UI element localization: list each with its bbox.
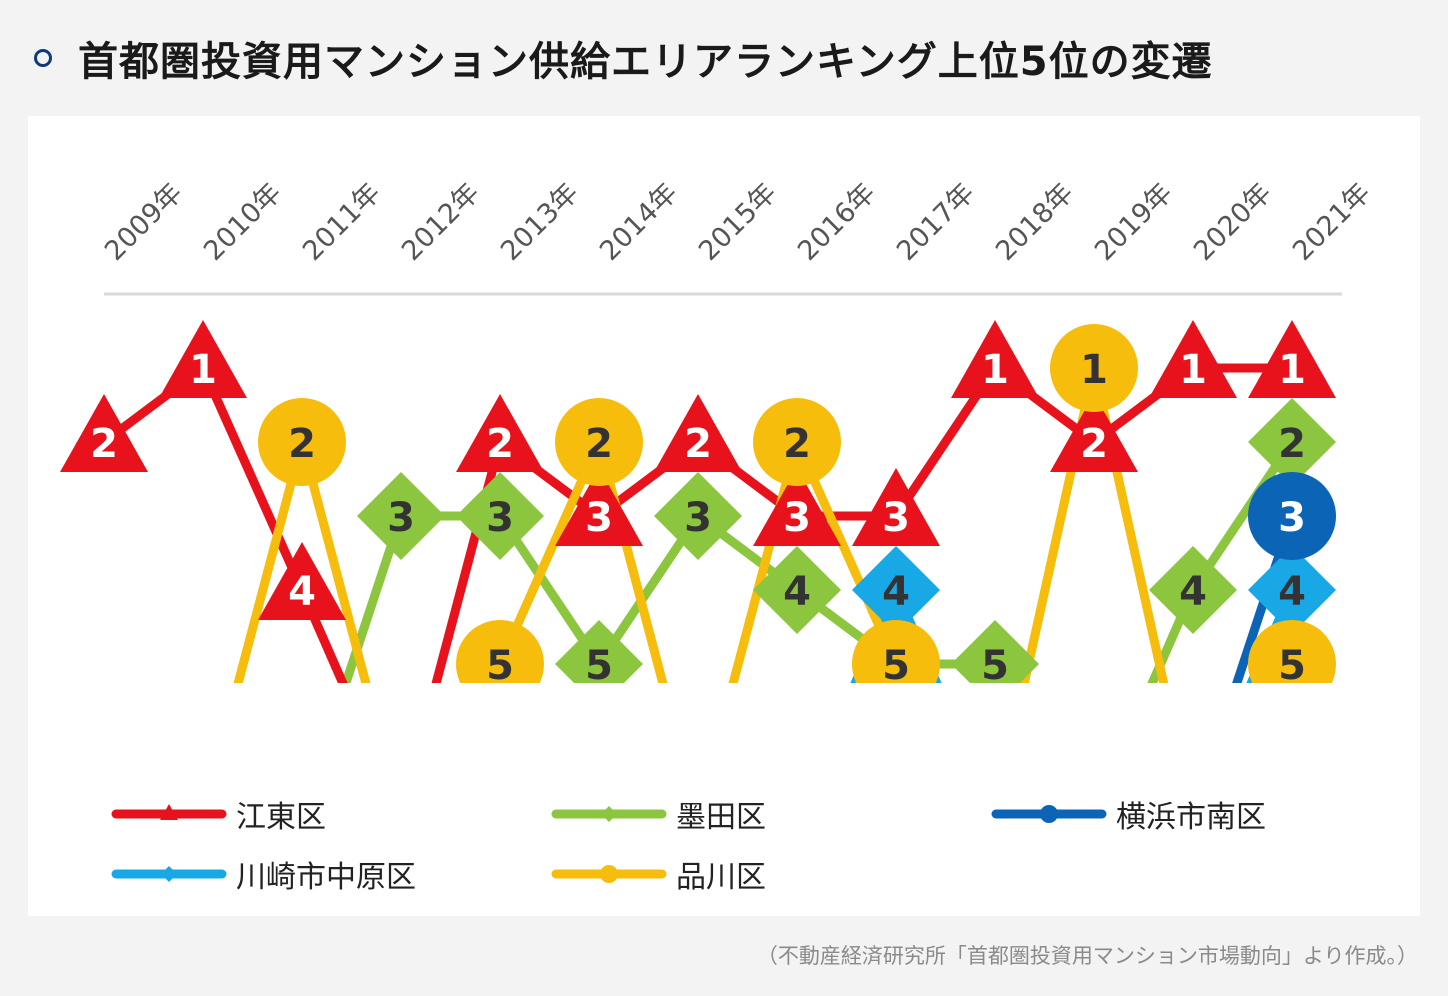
point-label: 2 (486, 421, 514, 467)
point-shinagawa: 5 (852, 620, 940, 689)
x-tick-label: 2015年 (693, 177, 783, 267)
point-shinagawa: 5 (456, 620, 544, 689)
series-line-shinagawa (891, 659, 914, 683)
point-koto: 2 (456, 394, 544, 472)
point-sumida: 3 (456, 472, 544, 560)
point-label: 3 (585, 495, 613, 541)
x-tick-label: 2018年 (990, 177, 1080, 267)
series-line-sumida (341, 511, 406, 683)
point-koto: 2 (654, 394, 742, 472)
point-koto: 1 (951, 320, 1039, 398)
point-sumida: 5 (951, 620, 1039, 689)
point-label: 5 (882, 643, 910, 689)
point-label: 3 (882, 495, 910, 541)
x-tick-label: 2013年 (495, 177, 585, 267)
series-line-shinagawa (1274, 659, 1297, 683)
point-label: 2 (90, 421, 118, 467)
point-shinagawa: 2 (555, 398, 643, 486)
point-sumida: 4 (1149, 546, 1237, 634)
point-label: 2 (585, 421, 613, 467)
point-label: 4 (1179, 569, 1207, 615)
point-label: 5 (486, 643, 514, 689)
point-label: 4 (882, 569, 910, 615)
x-tick-label: 2011年 (297, 177, 387, 267)
point-label: 2 (288, 421, 316, 467)
point-label: 5 (1278, 643, 1306, 689)
point-koto: 4 (258, 542, 346, 620)
x-tick-label: 2014年 (594, 177, 684, 267)
point-label: 3 (1278, 495, 1306, 541)
point-shinagawa: 2 (753, 398, 841, 486)
series-line-shinagawa (297, 437, 371, 683)
x-tick-label: 2012年 (396, 177, 486, 267)
point-koto: 2 (60, 394, 148, 472)
chart-title: 首都圏投資用マンション供給エリアランキング上位5位の変遷 (78, 39, 1213, 85)
point-label: 1 (1179, 347, 1207, 393)
point-label: 1 (189, 347, 217, 393)
point-sumida: 2 (1248, 398, 1336, 486)
x-tick-label: 2021年 (1287, 177, 1377, 267)
series-markers: 2142323312113353455424425225153 (60, 320, 1336, 689)
point-kawasaki: 4 (1248, 546, 1336, 634)
point-koto: 1 (1248, 320, 1336, 398)
point-label: 1 (1080, 347, 1108, 393)
point-label: 4 (783, 569, 811, 615)
point-label: 3 (486, 495, 514, 541)
point-label: 2 (684, 421, 712, 467)
point-label: 4 (288, 569, 316, 615)
series-line-sumida (1147, 585, 1198, 683)
point-koto: 3 (852, 468, 940, 546)
rank-chart: 2009年 2010年 2011年 2012年 2013年 2014年 2015年 2016年… (60, 177, 1377, 689)
point-label: 1 (981, 347, 1009, 393)
title-bullet-icon (34, 49, 52, 67)
point-label: 2 (783, 421, 811, 467)
point-label: 1 (1278, 347, 1306, 393)
series-line-shinagawa (233, 437, 307, 683)
x-tick-label: 2009年 (99, 177, 189, 267)
series-line-shinagawa (482, 659, 505, 683)
point-label: 3 (684, 495, 712, 541)
x-tick-label: 2016年 (792, 177, 882, 267)
chart-panel: 2009年 2010年 2011年 2012年 2013年 2014年 2015年 2016年… (28, 116, 1420, 916)
point-shinagawa: 1 (1050, 324, 1138, 412)
point-sumida: 3 (357, 472, 445, 560)
series-line-koto (198, 363, 307, 595)
point-koto: 3 (555, 468, 643, 546)
x-tick-label: 2019年 (1089, 177, 1179, 267)
x-tick-label: 2017年 (891, 177, 981, 267)
point-sumida: 4 (753, 546, 841, 634)
point-sumida: 5 (555, 620, 643, 689)
point-shinagawa: 2 (258, 398, 346, 486)
series-line-koto (297, 585, 348, 683)
point-koto: 1 (159, 320, 247, 398)
point-label: 3 (783, 495, 811, 541)
point-label: 2 (1080, 421, 1108, 467)
point-label: 2 (1278, 421, 1306, 467)
point-label: 3 (387, 495, 415, 541)
x-tick-label: 2020年 (1188, 177, 1278, 267)
series-line-sumida (990, 659, 1013, 683)
point-koto: 3 (753, 468, 841, 546)
point-label: 4 (1278, 569, 1306, 615)
point-label: 5 (585, 643, 613, 689)
point-koto: 2 (1050, 394, 1138, 472)
point-label: 5 (981, 643, 1009, 689)
point-koto: 1 (1149, 320, 1237, 398)
point-shinagawa: 5 (1248, 620, 1336, 689)
x-tick-label: 2010年 (198, 177, 288, 267)
chart-header: 首都圏投資用マンション供給エリアランキング上位5位の変遷 (34, 30, 1213, 86)
point-sumida: 3 (654, 472, 742, 560)
source-note: （不動産経済研究所「首都圏投資用マンション市場動向」より作成。） (756, 944, 1418, 968)
point-yokohama: 3 (1248, 472, 1336, 560)
point-kawasaki: 4 (852, 546, 940, 634)
